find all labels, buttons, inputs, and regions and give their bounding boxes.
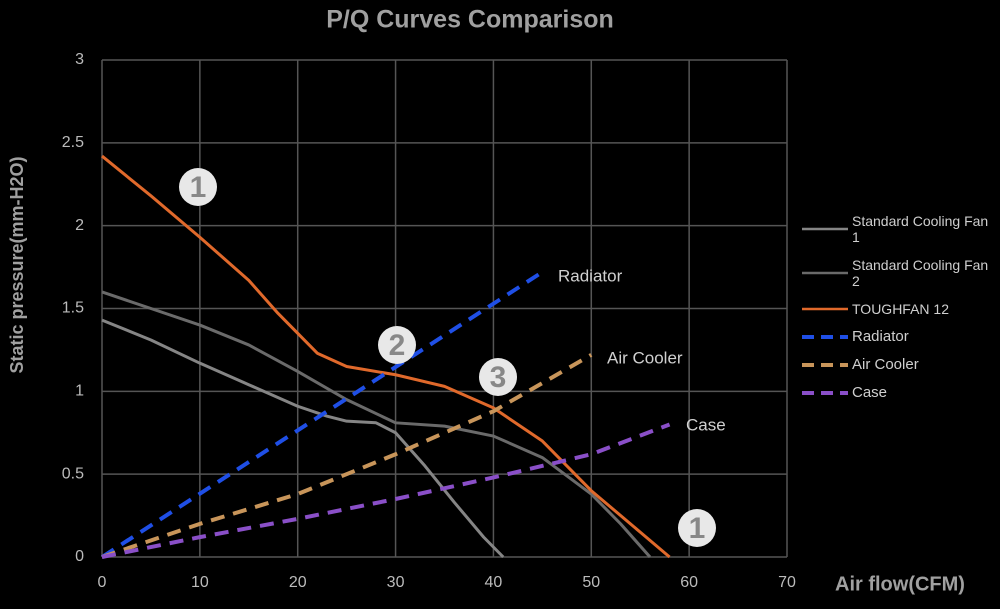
- legend-swatch: [802, 227, 848, 231]
- annotation: Air Cooler: [607, 348, 683, 367]
- legend-item: Air Cooler: [800, 357, 1000, 373]
- series-line: [101, 290, 652, 558]
- legend-label: TOUGHFAN 12: [852, 301, 949, 317]
- x-axis-label: Air flow(CFM): [835, 573, 965, 595]
- annotation-marker: [179, 168, 217, 206]
- chart-title: P/Q Curves Comparison: [326, 6, 614, 34]
- x-tick-label: 30: [387, 574, 405, 591]
- series-line: [101, 353, 593, 559]
- x-tick-label: 40: [485, 574, 503, 591]
- legend-label: Standard Cooling Fan 2: [852, 257, 989, 289]
- annotation: 1: [190, 171, 207, 204]
- legend: Standard Cooling Fan 1 Standard Cooling F…: [800, 213, 1000, 413]
- legend-item: Case: [800, 385, 1000, 401]
- legend-item: TOUGHFAN 12: [800, 301, 1000, 317]
- series-line: [101, 422, 671, 559]
- legend-label: Case: [852, 384, 888, 401]
- y-tick-label: 0: [75, 548, 84, 565]
- y-tick-label: 2: [75, 217, 84, 234]
- y-tick-label: 2.5: [62, 134, 84, 151]
- x-tick-label: 20: [289, 574, 307, 591]
- legend-label: Radiator: [852, 328, 909, 345]
- x-tick-label: 60: [680, 574, 698, 591]
- legend-label: Standard Cooling Fan 1: [852, 213, 989, 245]
- y-tick-label: 1.5: [62, 300, 84, 317]
- y-tick-label: 0.5: [62, 465, 84, 482]
- annotation: 3: [490, 361, 507, 394]
- series-line: [100, 270, 544, 559]
- x-tick-label: 70: [778, 574, 796, 591]
- legend-swatch: [802, 271, 848, 275]
- legend-item: Standard Cooling Fan 1: [800, 213, 1000, 245]
- series-line: [101, 318, 505, 559]
- series-line: [101, 154, 671, 559]
- y-axis-label: Static pressure(mm-H2O): [7, 156, 27, 373]
- legend-label: Air Cooler: [852, 356, 919, 373]
- legend-item: Radiator: [800, 329, 1000, 345]
- legend-swatch: [802, 391, 848, 395]
- legend-swatch: [802, 307, 848, 311]
- legend-swatch: [802, 335, 848, 339]
- annotation-marker: [378, 326, 416, 364]
- x-tick-label: 10: [191, 574, 209, 591]
- x-tick-label: 0: [98, 574, 107, 591]
- legend-swatch: [802, 363, 848, 367]
- annotation: Radiator: [558, 266, 623, 285]
- y-tick-label: 3: [75, 51, 84, 68]
- annotation-marker: [479, 358, 517, 396]
- annotation: Case: [686, 415, 726, 434]
- x-tick-label: 50: [582, 574, 600, 591]
- y-tick-label: 1: [75, 383, 84, 400]
- annotation-marker: [678, 509, 716, 547]
- annotation: 1: [689, 512, 706, 545]
- annotation: 2: [389, 329, 406, 362]
- legend-item: Standard Cooling Fan 2: [800, 257, 1000, 289]
